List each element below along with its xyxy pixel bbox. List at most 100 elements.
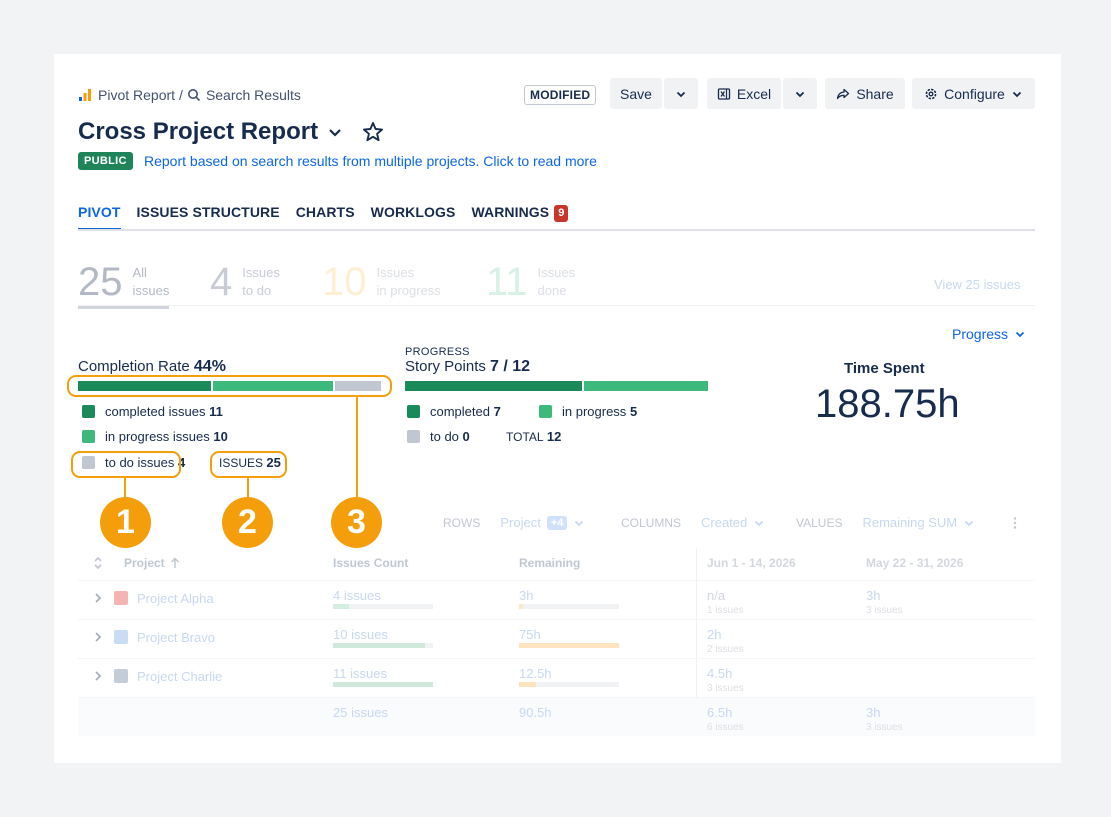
tab-pivot-label: PIVOT xyxy=(78,204,121,220)
report-description-link[interactable]: Report based on search results from mult… xyxy=(144,153,597,169)
callout-badge-3: 3 xyxy=(331,497,382,548)
row-col2-value[interactable]: 3h xyxy=(866,588,881,603)
sp-legend-completed-value: 7 xyxy=(493,404,501,419)
stat-all-issues[interactable]: 25 All issues xyxy=(78,260,170,309)
sp-legend-in-progress: in progress 5 xyxy=(539,404,637,419)
expand-chevron-icon[interactable] xyxy=(94,592,102,604)
values-control[interactable]: VALUES Remaining SUM xyxy=(796,515,975,530)
breadcrumb-root[interactable]: Pivot Report xyxy=(98,87,176,103)
tab-warnings[interactable]: WARNINGS 9 xyxy=(471,204,569,231)
stat-todo[interactable]: 4 Issues to do xyxy=(210,262,280,302)
completion-bar-todo xyxy=(332,381,381,391)
expand-chevron-icon[interactable] xyxy=(94,631,102,643)
stat-all-line2: issues xyxy=(132,283,170,298)
excel-dropdown-button[interactable] xyxy=(783,78,817,109)
sp-legend-swatch-todo xyxy=(407,430,420,443)
row-col1-value[interactable]: 2h xyxy=(707,627,722,642)
sp-total: TOTAL 12 xyxy=(506,429,561,444)
row-project-name[interactable]: Project Bravo xyxy=(137,630,216,645)
tab-charts-label: CHARTS xyxy=(295,204,355,220)
header-col-jun[interactable]: Jun 1 - 14, 2026 xyxy=(707,556,796,570)
excel-button[interactable]: Excel xyxy=(707,78,781,109)
configure-button-label: Configure xyxy=(944,85,1005,102)
row-issues-count[interactable]: 10 issues xyxy=(333,627,388,642)
breadcrumb-current[interactable]: Search Results xyxy=(205,87,301,103)
sp-legend-completed-label: completed xyxy=(430,404,490,419)
callout-connector-3 xyxy=(356,397,358,498)
sort-toggle-icon[interactable] xyxy=(93,556,103,570)
row-issues-count[interactable]: 11 issues xyxy=(333,666,387,681)
stat-all-value: 25 xyxy=(78,260,123,304)
columns-control[interactable]: COLUMNS Created xyxy=(621,515,765,530)
row-count-bar xyxy=(333,643,433,648)
totals-row xyxy=(78,698,1035,736)
row-remaining[interactable]: 12.5h xyxy=(519,666,552,681)
completion-rate-value: 44% xyxy=(193,358,226,375)
save-button[interactable]: Save xyxy=(610,78,662,109)
view-issues-link[interactable]: View 25 issues xyxy=(934,277,1021,292)
tab-warnings-label: WARNINGS xyxy=(471,204,550,220)
sp-legend-completed: completed 7 xyxy=(407,404,501,419)
row-divider xyxy=(78,697,1035,698)
sp-legend-in-progress-value: 5 xyxy=(629,404,638,419)
total-issues-count: 25 issues xyxy=(333,705,388,720)
stat-all-line1: All xyxy=(132,265,147,280)
legend-completed-value: 11 xyxy=(209,404,223,419)
sp-total-label: TOTAL xyxy=(506,429,544,444)
tab-pivot[interactable]: PIVOT xyxy=(78,204,121,231)
rows-control[interactable]: ROWS Project +4 xyxy=(443,515,585,530)
row-remaining[interactable]: 75h xyxy=(519,627,541,642)
title-chevron-down-icon[interactable] xyxy=(326,123,344,141)
sp-legend-todo: to do 0 xyxy=(407,429,470,444)
row-remaining-bar xyxy=(519,604,619,609)
row-remaining-bar xyxy=(519,682,619,687)
save-button-label: Save xyxy=(620,85,652,102)
tab-worklogs[interactable]: WORKLOGS xyxy=(371,204,456,231)
total-col1-value: 6.5h xyxy=(707,705,733,720)
report-title[interactable]: Cross Project Report xyxy=(78,118,319,145)
tab-issues-structure[interactable]: ISSUES STRUCTURE xyxy=(137,204,280,231)
progress-dropdown[interactable]: Progress xyxy=(952,326,1026,342)
tabs-divider xyxy=(78,229,1035,231)
row-col1-value[interactable]: n/a xyxy=(707,588,726,603)
sp-legend-in-progress-label: in progress xyxy=(562,404,627,419)
story-points-title: Story Points 7 / 12 xyxy=(405,358,530,376)
save-dropdown-button[interactable] xyxy=(664,78,698,109)
header-remaining[interactable]: Remaining xyxy=(519,556,581,570)
star-icon[interactable] xyxy=(362,121,384,143)
configure-button[interactable]: Configure xyxy=(912,78,1035,109)
header-col-may[interactable]: May 22 - 31, 2026 xyxy=(866,556,964,570)
expand-chevron-icon[interactable] xyxy=(94,670,102,682)
stat-todo-line2: to do xyxy=(242,283,272,298)
stat-in-progress[interactable]: 10 Issues in progress xyxy=(322,262,441,302)
project-charlie-icon xyxy=(114,669,128,683)
stat-todo-value: 4 xyxy=(210,260,233,304)
completion-bar xyxy=(78,381,381,391)
row-project-name[interactable]: Project Charlie xyxy=(137,669,223,684)
row-col1-value[interactable]: 4.5h xyxy=(707,666,733,681)
modified-badge: MODIFIED xyxy=(524,85,597,105)
stat-all-label: All issues xyxy=(133,264,170,300)
row-project-name[interactable]: Project Alpha xyxy=(137,591,214,606)
report-card: Pivot Report / Search Results MODIFIED S… xyxy=(54,54,1061,763)
share-button[interactable]: Share xyxy=(825,78,905,109)
header-divider xyxy=(78,580,1035,581)
row-issues-count[interactable]: 4 issues xyxy=(333,588,381,603)
stat-done[interactable]: 11 Issues done xyxy=(486,262,575,302)
share-button-label: Share xyxy=(856,85,894,102)
row-remaining[interactable]: 3h xyxy=(519,588,534,603)
issues-total-value: 25 xyxy=(266,455,281,470)
breadcrumb-separator: / xyxy=(179,87,183,103)
row-divider xyxy=(78,658,1035,659)
tab-charts[interactable]: CHARTS xyxy=(296,204,355,231)
callout-ring-todo xyxy=(71,451,181,478)
chevron-down-icon xyxy=(795,91,805,97)
header-issues-count[interactable]: Issues Count xyxy=(333,556,409,570)
completion-bar-completed xyxy=(78,381,212,391)
header-project[interactable]: Project xyxy=(124,556,180,570)
row-count-bar xyxy=(333,604,433,609)
more-options-icon[interactable] xyxy=(1012,516,1018,530)
stat-todo-label: Issues to do xyxy=(242,264,280,300)
page-title: Cross Project Report xyxy=(78,118,384,146)
chevron-down-icon xyxy=(575,520,584,526)
